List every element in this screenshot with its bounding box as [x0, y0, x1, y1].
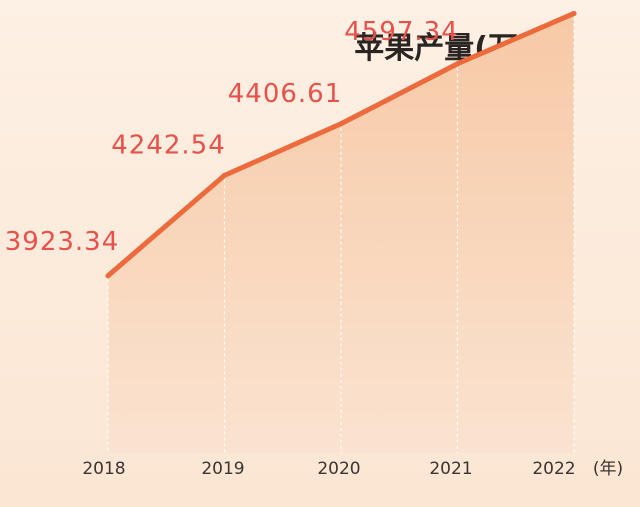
chart-labels: 3923.344242.544406.614597.344757.1820182…: [5, 17, 576, 479]
x-tick-2020: 2020: [317, 459, 360, 479]
data-label-2019: 4242.54: [111, 130, 226, 160]
data-label-2021: 4597.34: [344, 17, 459, 47]
x-tick-2022: 2022: [532, 459, 575, 479]
chart-marks: [105, 10, 577, 453]
data-point-2020: [338, 121, 344, 127]
data-point-2018: [105, 273, 111, 279]
data-label-2020: 4406.61: [228, 79, 343, 109]
x-tick-2021: 2021: [429, 459, 472, 479]
x-tick-2019: 2019: [201, 459, 244, 479]
x-tick-2018: 2018: [82, 459, 125, 479]
data-point-2022: [571, 10, 577, 16]
data-point-2021: [455, 61, 460, 67]
x-axis-unit-label: (年): [593, 459, 623, 479]
data-point-2019: [222, 172, 227, 178]
data-label-2018: 3923.34: [5, 227, 120, 257]
